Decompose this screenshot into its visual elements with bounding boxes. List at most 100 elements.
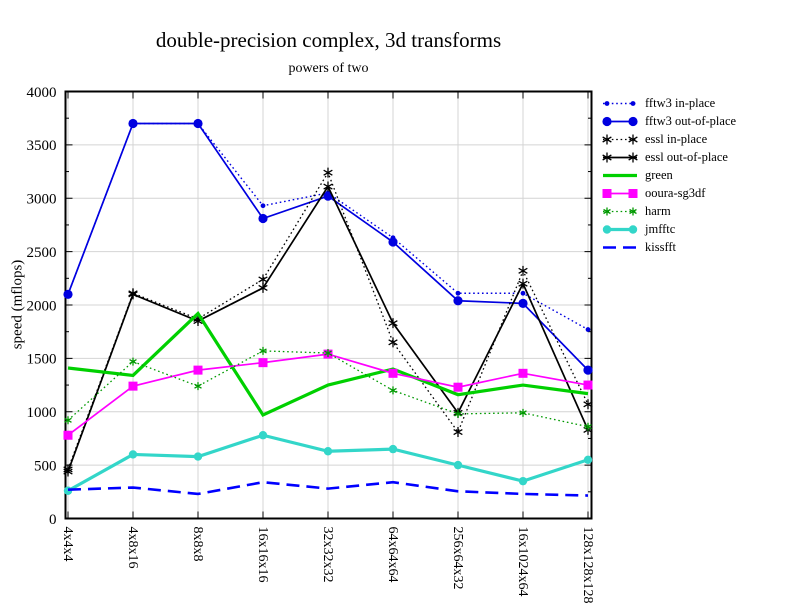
data-point-marker — [389, 386, 397, 395]
data-point-marker — [129, 357, 137, 366]
legend-sample-icon — [602, 152, 638, 162]
y-tick-label: 2500 — [27, 245, 57, 261]
data-point-marker — [63, 430, 73, 440]
x-tick-label: 16x16x16 — [255, 527, 270, 583]
legend-sample-icon — [602, 116, 638, 126]
data-point-marker — [194, 382, 202, 391]
data-point-marker — [388, 318, 398, 329]
series-harm — [64, 346, 592, 431]
x-tick-label: 128x128x128 — [580, 527, 595, 604]
data-point-marker — [583, 365, 593, 375]
data-point-marker — [519, 408, 527, 417]
data-point-marker — [388, 444, 398, 454]
legend-item-ooura-sg3df: ooura-sg3df — [601, 184, 736, 202]
data-point-marker — [583, 455, 593, 464]
data-point-marker — [323, 191, 333, 201]
legend-sample-icon — [602, 134, 638, 144]
chart-title: double-precision complex, 3d transforms — [155, 28, 502, 52]
legend-label: essl in-place — [645, 131, 708, 146]
data-point-marker — [128, 450, 138, 459]
data-point-marker — [324, 349, 332, 358]
y-tick-label: 2000 — [27, 298, 57, 314]
data-point-marker — [128, 381, 138, 391]
legend-label: harm — [645, 203, 671, 218]
data-point-marker — [518, 278, 528, 289]
data-point-marker — [259, 346, 267, 355]
data-point-marker — [388, 237, 398, 247]
data-point-marker — [583, 380, 593, 390]
legend-sample-marker — [602, 152, 612, 162]
data-point-marker — [455, 290, 461, 296]
data-point-marker — [193, 365, 203, 375]
chart-subtitle: powers of two — [288, 61, 369, 76]
x-tick-label: 4x4x4 — [60, 527, 75, 562]
data-point-marker — [585, 327, 591, 332]
legend-label: fftw3 in-place — [645, 95, 716, 110]
data-point-marker — [323, 447, 333, 456]
legend-sample-marker — [603, 207, 611, 215]
legend-item-kissfft: kissfft — [601, 238, 736, 256]
data-point-marker — [63, 466, 73, 477]
legend-sample-marker — [630, 100, 636, 106]
series-fftw3-out-of-place — [63, 118, 593, 375]
series-essl-out-of-place — [63, 181, 593, 477]
data-point-marker — [518, 265, 528, 276]
data-point-marker — [64, 416, 72, 425]
legend-label: kissfft — [645, 239, 677, 254]
x-tick-label: 64x64x64 — [385, 527, 400, 583]
series-essl-in-place — [63, 167, 593, 475]
legend-sample-icon — [602, 188, 638, 198]
legend-item-essl-in-place: essl in-place — [601, 130, 736, 148]
legend-sample-marker — [602, 134, 612, 144]
y-tick-label: 3000 — [27, 192, 57, 208]
data-point-marker — [518, 368, 528, 378]
data-point-marker — [128, 289, 138, 300]
legend-sample-icon — [603, 100, 637, 106]
data-point-marker — [193, 452, 203, 461]
data-point-marker — [258, 274, 268, 285]
y-tick-label: 1500 — [27, 352, 57, 368]
data-point-marker — [518, 298, 528, 308]
x-tick-label: 4x8x16 — [125, 527, 140, 569]
data-point-marker — [258, 431, 268, 440]
data-point-marker — [453, 460, 463, 470]
data-point-marker — [63, 289, 73, 299]
legend-sample-marker — [604, 100, 610, 106]
legend-item-fftw3-in-place: fftw3 in-place — [601, 94, 736, 112]
legend-sample-icon — [603, 245, 637, 249]
legend-item-fftw3-out-of-place: fftw3 out-of-place — [601, 112, 736, 130]
data-point-marker — [520, 290, 526, 296]
x-tick-label: 256x64x32 — [450, 527, 465, 590]
legend-label: ooura-sg3df — [645, 185, 706, 200]
x-tick-label: 8x8x8 — [190, 527, 205, 562]
x-tick-label: 32x32x32 — [320, 527, 335, 583]
legend-label: essl out-of-place — [645, 149, 728, 164]
series-jmfftc — [63, 431, 593, 495]
y-tick-label: 0 — [49, 512, 57, 528]
legend-sample-marker — [628, 134, 638, 144]
legend-item-jmfftc: jmfftc — [601, 220, 736, 238]
series-green — [67, 311, 589, 417]
data-point-marker — [584, 422, 592, 431]
data-point-marker — [323, 181, 333, 192]
data-point-marker — [388, 337, 398, 348]
data-point-marker — [128, 118, 138, 129]
data-point-marker — [454, 409, 462, 418]
data-point-marker — [260, 203, 266, 209]
data-point-marker — [453, 427, 463, 438]
legend: fftw3 in-place fftw3 out-of-place essl i… — [601, 94, 736, 256]
legend-item-harm: harm — [601, 202, 736, 220]
y-tick-label: 1000 — [27, 405, 57, 421]
legend-sample-marker — [602, 224, 612, 234]
data-point-marker — [258, 282, 268, 293]
data-point-marker — [518, 476, 528, 486]
legend-sample-marker — [628, 152, 638, 162]
legend-sample-marker — [628, 188, 638, 198]
legend-label: jmfftc — [645, 221, 676, 236]
series-line — [67, 480, 589, 497]
data-point-marker — [258, 358, 268, 368]
legend-sample-icon — [603, 207, 637, 215]
legend-sample-marker — [602, 188, 612, 198]
